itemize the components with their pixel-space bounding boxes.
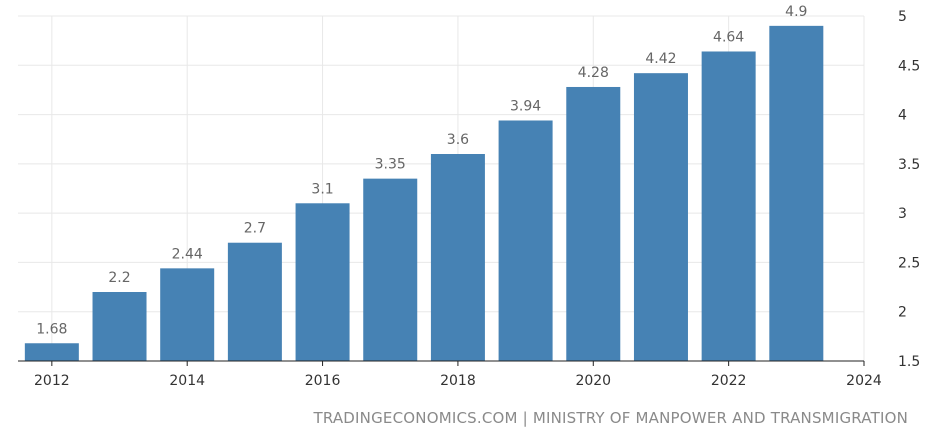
- bar-2016: [295, 203, 350, 361]
- y-tick-label: 3.5: [898, 157, 920, 173]
- bar-2014: [160, 268, 215, 361]
- bar-2023: [769, 25, 824, 361]
- x-tick-label: 2020: [575, 373, 611, 389]
- bar-chart: 1.68 2.2 2.44 2.7 3.1 3.35 3.6 3.94 4.28 4.42 4.64…: [18, 4, 920, 389]
- y-tick-label: 4.5: [898, 58, 920, 74]
- data-label-2019: 3.94: [510, 98, 541, 114]
- data-label-2020: 4.28: [578, 65, 609, 81]
- y-tick-label: 2.5: [898, 255, 920, 271]
- data-label-2013: 2.2: [108, 270, 130, 286]
- data-label-2012: 1.68: [36, 321, 67, 337]
- bar-2017: [363, 178, 418, 361]
- y-tick-label: 3: [898, 206, 907, 222]
- data-labels: 1.68 2.2 2.44 2.7 3.1 3.35 3.6 3.94 4.28 4.42 4.64…: [36, 4, 807, 337]
- data-label-2023: 4.9: [785, 4, 807, 20]
- data-label-2016: 3.1: [311, 181, 333, 197]
- y-tick-label: 2: [898, 305, 907, 321]
- x-tick-label: 2022: [711, 373, 747, 389]
- bar-2012: [24, 343, 79, 361]
- x-axis-ticks: 2012 2014 2016 2018 2020 2022 2024: [34, 361, 882, 389]
- data-label-2017: 3.35: [375, 157, 406, 173]
- bar-2018: [430, 154, 485, 361]
- x-tick-label: 2014: [169, 373, 205, 389]
- x-tick-label: 2024: [846, 373, 882, 389]
- bars: [24, 25, 824, 362]
- bar-2022: [701, 51, 756, 361]
- x-tick-label: 2018: [440, 373, 476, 389]
- y-axis-ticks: 1.5 2 2.5 3 3.5 4 4.5 5: [898, 9, 920, 370]
- bar-2015: [227, 242, 282, 361]
- bar-2013: [92, 292, 147, 361]
- bar-2021: [633, 73, 688, 362]
- bar-2019: [498, 120, 553, 361]
- data-label-2022: 4.64: [713, 29, 744, 45]
- y-tick-label: 5: [898, 9, 907, 25]
- data-label-2018: 3.6: [447, 132, 469, 148]
- y-tick-label: 1.5: [898, 354, 920, 370]
- y-tick-label: 4: [898, 108, 907, 124]
- data-label-2014: 2.44: [172, 246, 203, 262]
- data-label-2021: 4.42: [645, 51, 676, 67]
- x-tick-label: 2016: [305, 373, 341, 389]
- source-attribution: TRADINGECONOMICS.COM | MINISTRY OF MANPO…: [313, 409, 908, 427]
- data-label-2015: 2.7: [244, 221, 266, 237]
- x-tick-label: 2012: [34, 373, 70, 389]
- bar-2020: [566, 86, 621, 361]
